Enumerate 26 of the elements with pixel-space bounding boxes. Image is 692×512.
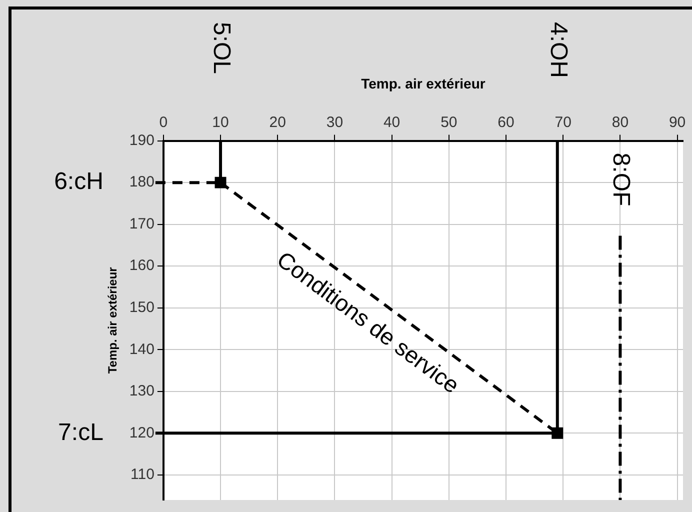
y-tick-label: 190 [129, 132, 154, 149]
x-tick-label: 90 [668, 114, 686, 131]
y-tick-label: 120 [129, 424, 154, 442]
x-tick-label: 10 [212, 114, 229, 131]
y-tick-label: 170 [129, 215, 154, 232]
y-tick-label: 110 [130, 466, 154, 484]
y-tick-label: 180 [129, 174, 154, 191]
y-axis-title: Temp. air extérieur [106, 266, 120, 374]
y-tick-label: 130 [129, 382, 154, 400]
ref-line-label: 6:cH [54, 168, 104, 196]
ref-line-label: 5:OL [208, 22, 235, 74]
x-tick-label: 0 [159, 114, 168, 131]
ref-line-label: 8:OF [608, 152, 635, 206]
ref-line-label: 4:OH [544, 22, 572, 78]
x-tick-label: 60 [498, 114, 514, 131]
x-axis-title: Temp. air extérieur [361, 75, 486, 92]
y-tick-label: 150 [129, 299, 154, 316]
x-tick-label: 30 [326, 114, 344, 131]
x-tick-label: 70 [554, 114, 572, 131]
x-tick-label: 80 [612, 114, 629, 131]
x-tick-label: 50 [440, 114, 458, 131]
y-tick-label: 140 [129, 340, 154, 358]
x-tick-label: 40 [383, 114, 400, 131]
y-tick-label: 160 [129, 257, 154, 274]
ref-line-label: 7:cL [58, 418, 104, 446]
x-tick-label: 20 [269, 114, 286, 131]
